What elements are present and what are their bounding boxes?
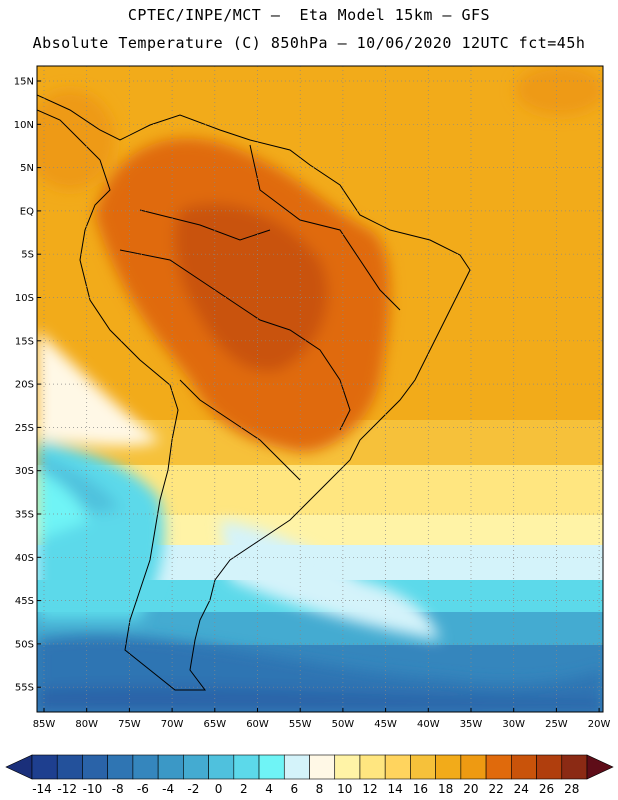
- colorbar-swatch: [485, 754, 512, 780]
- colorbar-swatch: [309, 754, 336, 780]
- colorbar-label: 18: [438, 782, 453, 796]
- lat-label: 25S: [15, 423, 34, 434]
- lat-label: 40S: [15, 553, 34, 564]
- colorbar-label: 4: [265, 782, 273, 796]
- colorbar-swatch: [183, 754, 209, 780]
- colorbar-label: -12: [57, 782, 77, 796]
- lon-label: 25W: [545, 719, 568, 730]
- lat-label: 45S: [15, 596, 34, 607]
- colorbar-swatch: [359, 754, 386, 780]
- lon-label: 35W: [460, 719, 483, 730]
- colorbar-swatch: [56, 754, 83, 780]
- coastline: [37, 94, 471, 691]
- lat-label: 15S: [15, 336, 34, 347]
- colorbar-swatch: [208, 754, 235, 780]
- colorbar-label: -2: [187, 782, 199, 796]
- colorbar-swatch: [157, 754, 184, 780]
- lon-label: 45W: [374, 719, 397, 730]
- colorbar-swatch: [410, 754, 436, 780]
- latitude-labels: 15N 10N 5N EQ 5S 10S 15S 20S 25S 30S 35S 40S 45S 50S 5…: [14, 77, 41, 694]
- lon-label: 65W: [203, 719, 226, 730]
- colorbar: -14 -12 -10 -8 -6 -4 -2 0 2 4 6 8 10 12 14 16 18 20 22 24 26…: [5, 754, 614, 796]
- colorbar-label: 8: [316, 782, 324, 796]
- colorbar-label: -8: [112, 782, 124, 796]
- colorbar-swatch: [258, 754, 285, 780]
- lon-label: 80W: [75, 719, 98, 730]
- lon-label: 55W: [289, 719, 312, 730]
- colorbar-label: 6: [290, 782, 298, 796]
- colorbar-swatch: [536, 754, 563, 780]
- colorbar-label: -6: [137, 782, 149, 796]
- lat-label: 55S: [15, 683, 34, 694]
- colorbar-label: -4: [162, 782, 174, 796]
- colorbar-label: 22: [488, 782, 503, 796]
- colorbar-swatch: [31, 754, 58, 780]
- lat-label: 20S: [15, 380, 34, 391]
- colorbar-swatch: [107, 754, 134, 780]
- colorbar-label: 20: [463, 782, 478, 796]
- colorbar-label: -14: [32, 782, 52, 796]
- colorbar-arrow-left: [5, 754, 33, 780]
- colorbar-label: 24: [514, 782, 529, 796]
- title-line-1: CPTEC/INPE/MCT – Eta Model 15km – GFS: [127, 6, 491, 24]
- lon-label: 40W: [417, 719, 440, 730]
- lat-label: 35S: [15, 510, 34, 521]
- colorbar-swatch: [334, 754, 361, 780]
- lat-label: 15N: [14, 77, 34, 88]
- lat-label: 50S: [15, 639, 34, 650]
- colorbar-label: 26: [539, 782, 554, 796]
- lon-label: 70W: [161, 719, 184, 730]
- lon-label: 50W: [332, 719, 355, 730]
- colorbar-arrow-right: [586, 754, 614, 780]
- lon-label: 60W: [246, 719, 269, 730]
- lat-label: 5N: [20, 163, 34, 174]
- colorbar-label: 12: [362, 782, 377, 796]
- colorbar-label: 14: [388, 782, 403, 796]
- title-line-2: Absolute Temperature (C) 850hPa – 10/06/…: [32, 34, 586, 52]
- lon-label: 30W: [502, 719, 525, 730]
- lon-label: 20W: [588, 719, 611, 730]
- map-border: [36, 65, 604, 713]
- colorbar-swatch: [233, 754, 260, 780]
- colorbar-label: 16: [413, 782, 428, 796]
- colorbar-label: 28: [564, 782, 579, 796]
- colorbar-label: 0: [215, 782, 223, 796]
- colorbar-label: 10: [337, 782, 352, 796]
- longitude-labels: 85W 80W 75W 70W 65W 60W 55W 50W 45W 40W 35W 30W 25W 2…: [33, 708, 611, 730]
- colorbar-swatch: [132, 754, 159, 780]
- colorbar-swatch: [435, 754, 462, 780]
- colorbar-swatch: [283, 754, 310, 780]
- colorbar-swatch: [561, 754, 588, 780]
- lat-label: 10S: [15, 293, 34, 304]
- colorbar-swatch: [82, 754, 108, 780]
- lat-label: EQ: [20, 206, 34, 217]
- lon-label: 75W: [118, 719, 141, 730]
- colorbar-swatch: [511, 754, 537, 780]
- lat-label: 5S: [21, 250, 34, 261]
- lon-label: 85W: [33, 719, 56, 730]
- temperature-field: [37, 66, 603, 712]
- lat-label: 10N: [14, 120, 34, 131]
- lat-label: 30S: [15, 466, 34, 477]
- colorbar-label: 2: [240, 782, 248, 796]
- colorbar-swatch: [384, 754, 411, 780]
- colorbar-label: -10: [83, 782, 103, 796]
- colorbar-swatch: [460, 754, 487, 780]
